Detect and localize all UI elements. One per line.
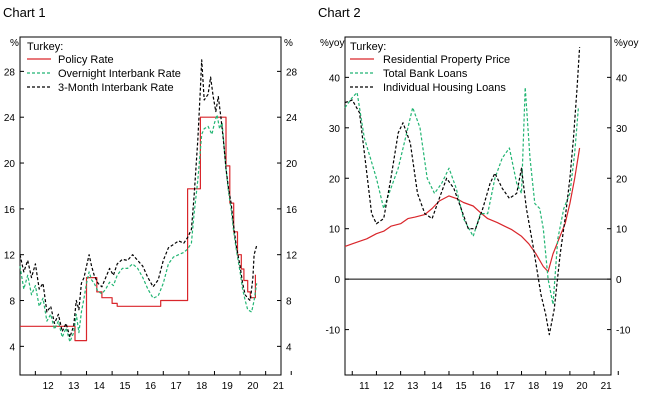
chart2-xtick-label: 11 [359, 381, 370, 392]
chart1-ytick-label-left: 28 [4, 67, 16, 78]
chart2-ytick-label-left: 30 [329, 124, 341, 135]
chart1-xtick-label: 20 [247, 381, 259, 392]
chart1-ytick-label-left: 24 [4, 113, 16, 124]
chart1-xtick-label: 18 [196, 381, 208, 392]
chart2-ytick-label-left: 20 [329, 174, 341, 185]
chart2-xtick-label: 16 [480, 381, 492, 392]
chart2-ytick-label-left: 10 [329, 225, 341, 236]
chart1-xtick-label: 17 [171, 381, 183, 392]
chart1-ytick-label-left: 16 [4, 205, 16, 216]
chart1-ytick-label-left: 20 [4, 159, 16, 170]
chart2-xtick-label: 12 [383, 381, 395, 392]
chart2-ylabel-right: %yoy [614, 38, 638, 49]
chart2-ytick-label-right: 20 [616, 174, 628, 185]
chart1-ylabel-left: % [10, 38, 19, 49]
chart1-legend-policy-rate: Policy Rate [58, 54, 114, 66]
chart1-plot-frame [19, 36, 282, 376]
chart2-plot-frame [344, 36, 612, 376]
chart1-series-overnight-interbank-rate [19, 114, 258, 343]
chart2-xtick-label: 20 [576, 381, 588, 392]
chart1-series-3-month-interbank-rate [19, 59, 258, 338]
chart1-legend-title: Turkey: [27, 41, 63, 53]
chart1-xtick-label: 16 [145, 381, 157, 392]
chart2-legend-title: Turkey: [350, 41, 386, 53]
chart1-legend-3month-rate: 3-Month Interbank Rate [58, 82, 174, 94]
chart2-xtick-label: 19 [552, 381, 564, 392]
chart2-legend-property-price: Residential Property Price [383, 54, 510, 66]
chart1-ytick-label-left: 12 [4, 251, 16, 262]
chart2-title: Chart 2 [318, 5, 361, 20]
chart2-xtick-label: 14 [431, 381, 443, 392]
chart2-legend-housing-loans: Individual Housing Loans [383, 82, 506, 94]
chart1-series-policy-rate [20, 116, 256, 342]
chart1-ytick-label-left: 4 [9, 342, 15, 353]
chart2-xtick-label: 17 [504, 381, 516, 392]
chart1-ytick-label-right: 16 [286, 205, 298, 216]
chart1-ylabel-right: % [284, 38, 293, 49]
chart2-ytick-label-right: 40 [616, 73, 628, 84]
chart2-xtick-label: 15 [456, 381, 468, 392]
chart1-xtick-label: 15 [119, 381, 131, 392]
chart1-ytick-label-right: 28 [286, 67, 298, 78]
chart1-ytick-label-right: 12 [286, 251, 298, 262]
chart2-ytick-label-right: 30 [616, 124, 628, 135]
chart1-xtick-label: 13 [68, 381, 80, 392]
chart1-xtick-label: 21 [273, 381, 285, 392]
chart2-xtick-label: 18 [528, 381, 540, 392]
chart2-ytick-label-right: -10 [616, 326, 631, 337]
chart1-ytick-label-left: 8 [9, 297, 15, 308]
chart1-xtick-label: 12 [43, 381, 55, 392]
chart2-xtick-label: 13 [407, 381, 419, 392]
chart1-ytick-label-right: 4 [286, 342, 292, 353]
chart2-ytick-label-left: 0 [334, 275, 340, 286]
chart2-series-individual-housing-loans [344, 47, 581, 336]
chart2-ytick-label-right: 10 [616, 225, 628, 236]
chart2-legend-bank-loans: Total Bank Loans [383, 68, 468, 80]
chart2-ytick-label-right: 0 [616, 275, 622, 286]
chart2-series-total-bank-loans [344, 86, 579, 305]
chart2-ytick-label-left: -10 [326, 326, 341, 337]
chart1-xtick-label: 14 [94, 381, 106, 392]
chart1-title: Chart 1 [3, 5, 46, 20]
chart2-ytick-label-left: 40 [329, 73, 341, 84]
chart1-ytick-label-right: 24 [286, 113, 298, 124]
chart2-series-residential-property-price [344, 147, 581, 273]
chart1-ytick-label-right: 8 [286, 297, 292, 308]
chart1-legend-overnight-rate: Overnight Interbank Rate [58, 68, 181, 80]
chart1-xtick-label: 19 [222, 381, 234, 392]
chart2-ylabel-left: %yoy [320, 38, 344, 49]
chart2-xtick-label: 21 [601, 381, 613, 392]
chart1-ytick-label-right: 20 [286, 159, 298, 170]
